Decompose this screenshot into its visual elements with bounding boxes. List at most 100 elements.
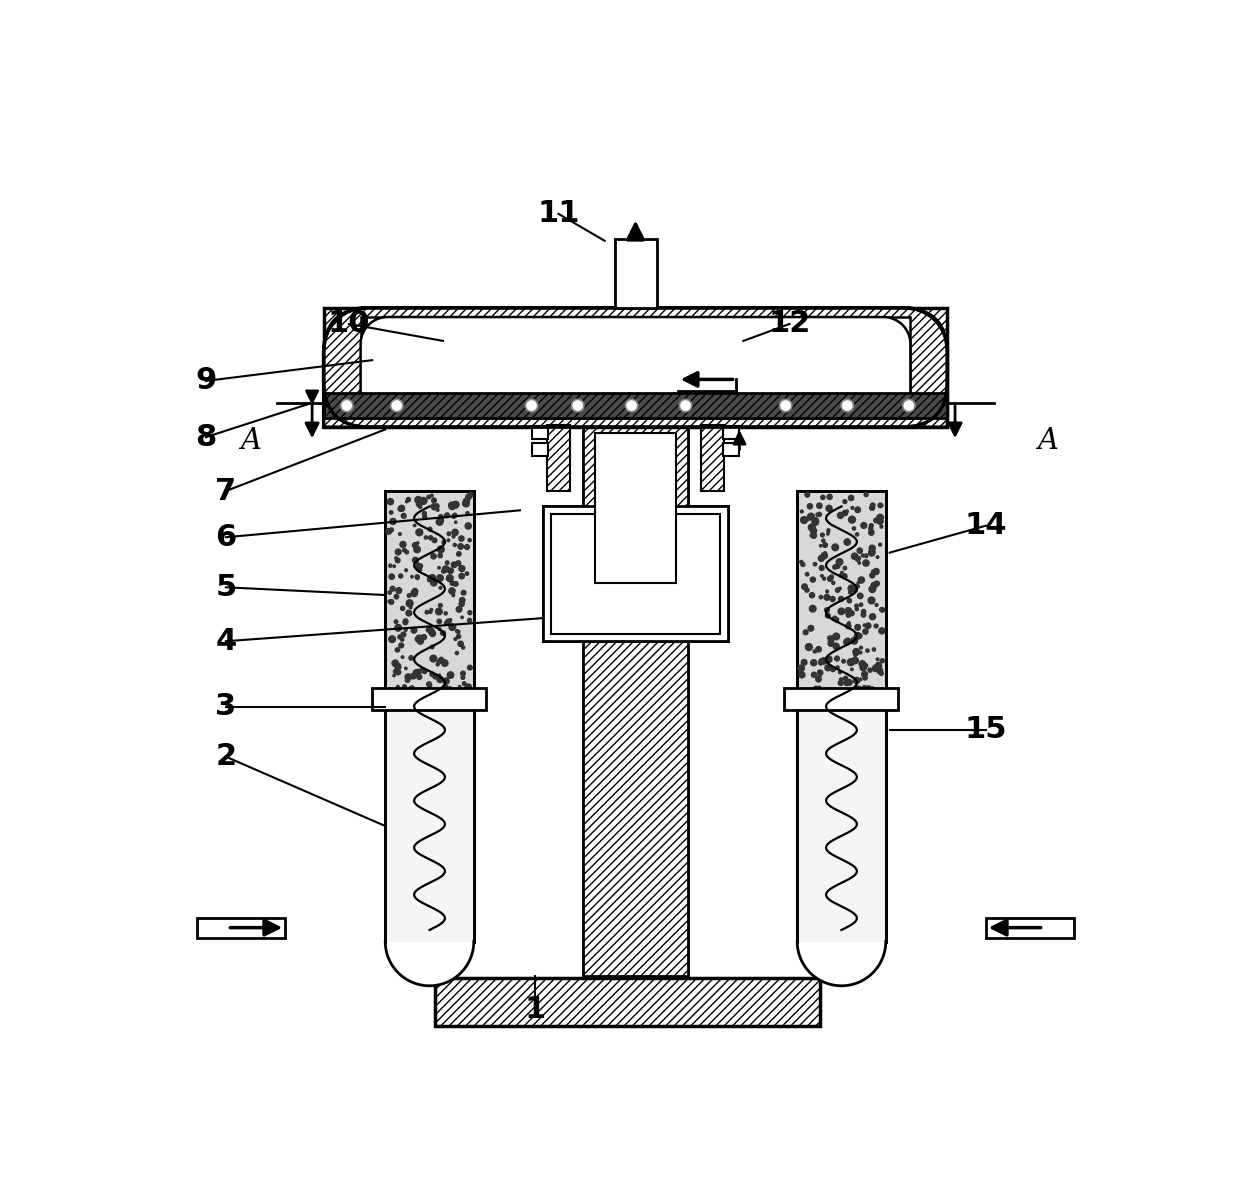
Circle shape	[862, 613, 866, 617]
Polygon shape	[324, 308, 947, 427]
Circle shape	[822, 577, 826, 580]
Circle shape	[811, 528, 817, 534]
Circle shape	[818, 659, 825, 664]
Circle shape	[429, 610, 432, 613]
Circle shape	[903, 400, 915, 411]
Circle shape	[397, 685, 399, 687]
Circle shape	[467, 539, 471, 541]
Circle shape	[430, 645, 434, 648]
Bar	[324, 394, 947, 417]
Circle shape	[438, 566, 440, 569]
Circle shape	[856, 686, 862, 693]
Circle shape	[869, 545, 875, 551]
Circle shape	[407, 604, 410, 606]
Circle shape	[445, 513, 449, 518]
Circle shape	[434, 503, 439, 508]
Circle shape	[869, 529, 874, 535]
Circle shape	[465, 545, 470, 549]
Circle shape	[439, 658, 444, 664]
Text: 7: 7	[216, 476, 237, 506]
Circle shape	[859, 660, 866, 667]
Circle shape	[818, 670, 821, 673]
Circle shape	[821, 658, 827, 664]
Circle shape	[399, 643, 404, 647]
Text: 8: 8	[195, 422, 217, 452]
Circle shape	[436, 677, 443, 683]
Circle shape	[837, 692, 839, 694]
Circle shape	[417, 635, 423, 641]
Circle shape	[415, 690, 422, 696]
Circle shape	[410, 673, 417, 679]
Circle shape	[403, 620, 408, 625]
Circle shape	[430, 494, 433, 496]
Circle shape	[396, 549, 401, 555]
Circle shape	[878, 503, 883, 508]
Circle shape	[391, 400, 403, 411]
Circle shape	[394, 556, 398, 559]
Circle shape	[874, 624, 878, 628]
Circle shape	[818, 661, 822, 665]
Circle shape	[403, 619, 408, 624]
Circle shape	[835, 657, 839, 661]
Circle shape	[838, 680, 843, 685]
Circle shape	[402, 513, 407, 519]
Circle shape	[405, 500, 408, 502]
Text: 12: 12	[769, 309, 811, 338]
Circle shape	[432, 503, 435, 508]
Circle shape	[418, 638, 423, 644]
Circle shape	[806, 644, 811, 650]
Circle shape	[844, 679, 849, 685]
Circle shape	[837, 513, 843, 519]
Circle shape	[465, 572, 469, 575]
Circle shape	[861, 522, 867, 528]
Circle shape	[836, 588, 839, 592]
Circle shape	[409, 686, 414, 691]
Circle shape	[838, 671, 842, 673]
Circle shape	[839, 678, 843, 681]
Circle shape	[417, 577, 419, 579]
Circle shape	[459, 685, 461, 689]
Circle shape	[418, 564, 423, 568]
Circle shape	[879, 628, 885, 634]
Circle shape	[391, 519, 396, 523]
Circle shape	[398, 635, 402, 639]
Circle shape	[446, 575, 453, 581]
Circle shape	[402, 656, 404, 658]
Circle shape	[825, 594, 830, 600]
Circle shape	[858, 593, 863, 599]
Circle shape	[869, 549, 875, 556]
Circle shape	[842, 574, 847, 579]
Circle shape	[851, 638, 858, 644]
Text: 1: 1	[525, 995, 546, 1023]
Circle shape	[449, 619, 451, 621]
Circle shape	[853, 678, 859, 684]
Circle shape	[856, 585, 859, 588]
Circle shape	[433, 673, 438, 679]
Circle shape	[859, 602, 863, 606]
Text: 14: 14	[965, 512, 1007, 540]
Circle shape	[460, 566, 465, 571]
Circle shape	[810, 593, 815, 598]
Circle shape	[389, 519, 396, 525]
Circle shape	[863, 560, 869, 566]
Circle shape	[389, 600, 393, 605]
Circle shape	[458, 641, 464, 646]
Bar	[386, 492, 474, 699]
Circle shape	[852, 657, 858, 664]
Circle shape	[454, 638, 456, 640]
Circle shape	[460, 598, 465, 602]
Circle shape	[832, 690, 836, 692]
Circle shape	[817, 670, 823, 676]
Circle shape	[680, 400, 692, 411]
Circle shape	[389, 511, 393, 514]
Circle shape	[826, 590, 828, 593]
Circle shape	[879, 607, 884, 612]
Bar	[543, 507, 728, 641]
Circle shape	[433, 538, 436, 542]
Circle shape	[874, 581, 879, 586]
Circle shape	[444, 612, 448, 615]
Circle shape	[870, 582, 877, 588]
Circle shape	[846, 607, 852, 614]
Circle shape	[389, 564, 392, 567]
Circle shape	[847, 659, 854, 666]
